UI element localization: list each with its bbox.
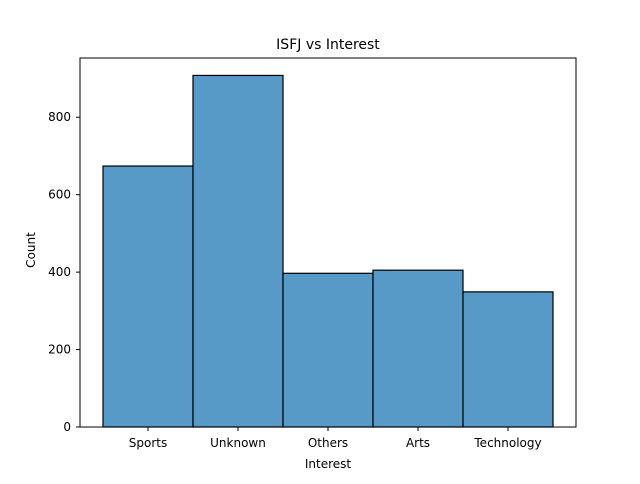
y-tick-label: 0 xyxy=(63,420,71,434)
y-tick-label: 400 xyxy=(48,265,71,279)
x-tick-label-others: Others xyxy=(308,436,348,450)
bar-technology xyxy=(462,291,554,428)
bars-layer xyxy=(102,74,554,428)
y-tick-label: 200 xyxy=(48,343,71,357)
bar-others xyxy=(282,272,374,428)
x-tick-label-arts: Arts xyxy=(406,436,430,450)
bar-unknown xyxy=(192,74,284,428)
bar-sports xyxy=(102,165,194,428)
x-axis-label: Interest xyxy=(305,457,352,471)
bar-arts xyxy=(372,269,464,428)
y-tick-label: 600 xyxy=(48,188,71,202)
y-axis-label: Count xyxy=(24,232,38,268)
x-tick-label-sports: Sports xyxy=(129,436,167,450)
axes-layer: 0 200 400 600 800 Sports Unknown Others Arts Tech… xyxy=(48,57,577,450)
y-tick-label: 800 xyxy=(48,110,71,124)
x-tick-label-unknown: Unknown xyxy=(210,436,266,450)
x-tick-label-technology: Technology xyxy=(473,436,541,450)
chart-title: ISFJ vs Interest xyxy=(276,37,380,53)
